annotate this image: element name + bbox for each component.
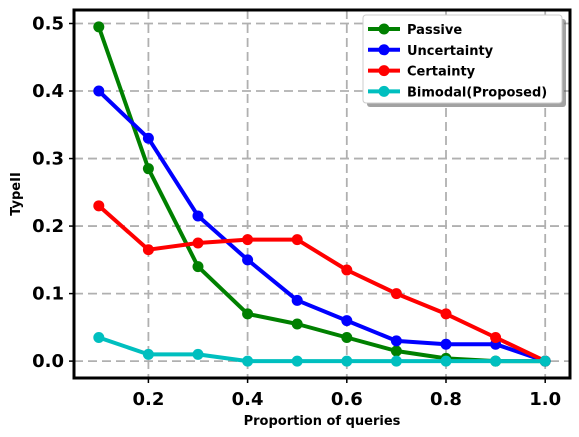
data-point <box>93 331 105 343</box>
data-point <box>142 132 154 144</box>
y-tick-label: 0.0 <box>32 351 64 372</box>
data-point <box>93 200 105 212</box>
y-tick-label: 0.3 <box>32 149 64 170</box>
data-point <box>142 244 154 256</box>
series-line-1 <box>97 89 546 363</box>
data-point <box>242 308 254 320</box>
data-point <box>341 315 353 327</box>
data-point <box>242 234 254 246</box>
data-point <box>291 355 303 367</box>
legend-label: Uncertainty <box>407 44 494 59</box>
data-point <box>192 261 204 273</box>
legend-entries: Passive Uncertainty Certainty Bimodal(Propo… <box>368 23 547 100</box>
legend-marker <box>378 65 390 77</box>
legend-marker <box>378 44 390 56</box>
data-point <box>192 237 204 249</box>
data-point <box>390 355 402 367</box>
y-tick-label: 0.1 <box>32 284 64 305</box>
data-point <box>142 348 154 360</box>
x-tick-label: 0.4 <box>232 389 264 410</box>
data-point <box>142 163 154 175</box>
data-point <box>192 210 204 222</box>
axis-ticks: 0.2 0.4 0.6 0.8 1.0 0.0 0.1 0.2 0.3 0.4 0.5 <box>32 14 561 410</box>
data-point <box>390 345 402 357</box>
legend-marker <box>378 23 390 35</box>
data-point <box>242 254 254 266</box>
x-tick-label: 0.2 <box>132 389 164 410</box>
y-axis-label: TypeII <box>9 172 24 216</box>
plot-frame <box>72 8 572 380</box>
y-tick-label: 0.2 <box>32 216 64 237</box>
data-point <box>291 234 303 246</box>
x-tick-label: 0.8 <box>430 389 462 410</box>
series-lines <box>93 21 551 367</box>
data-point <box>242 355 254 367</box>
y-tick-label: 0.4 <box>32 81 64 102</box>
legend-label: Passive <box>407 23 462 38</box>
legend-marker <box>378 85 390 97</box>
legend-label: Bimodal(Proposed) <box>407 85 547 100</box>
legend-label: Certainty <box>407 65 476 80</box>
y-tick-label: 0.5 <box>32 14 64 35</box>
data-point <box>291 294 303 306</box>
data-point <box>440 355 452 367</box>
data-point <box>341 355 353 367</box>
legend-box <box>362 14 563 104</box>
data-point <box>93 85 105 97</box>
series-line-2 <box>97 204 547 363</box>
data-point <box>93 21 105 33</box>
data-point <box>341 264 353 276</box>
data-point <box>192 348 204 360</box>
x-tick-label: 0.6 <box>331 389 363 410</box>
data-point <box>490 331 502 343</box>
legend: Passive Uncertainty Certainty Bimodal(Propo… <box>362 14 566 107</box>
data-point <box>440 338 452 350</box>
data-point <box>440 308 452 320</box>
data-point <box>291 318 303 330</box>
data-point <box>390 335 402 347</box>
x-axis-label: Proportion of queries <box>244 414 401 429</box>
data-point <box>490 355 502 367</box>
data-point <box>539 355 551 367</box>
x-tick-label: 1.0 <box>529 389 561 410</box>
series-line-3 <box>98 335 546 364</box>
data-point <box>341 331 353 343</box>
data-point <box>390 288 402 300</box>
